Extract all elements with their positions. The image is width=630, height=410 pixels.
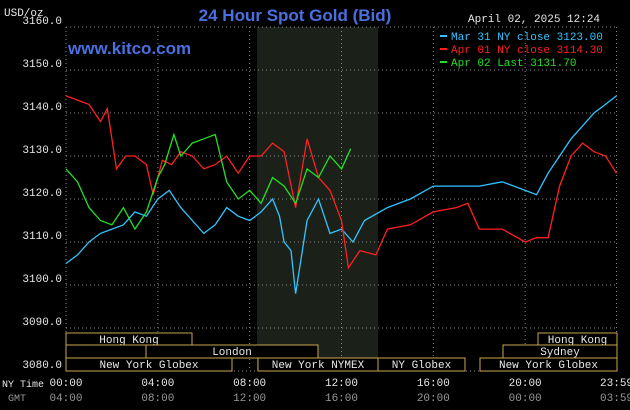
chart-title: 24 Hour Spot Gold (Bid) — [199, 6, 392, 25]
x-tick-label: 12:00 — [325, 378, 358, 390]
session-label: Hong Kong — [548, 335, 607, 347]
session-label: New York NYMEX — [272, 360, 365, 372]
y-tick-label: 3090.0 — [22, 317, 62, 329]
x2-tick-label: 03:59 — [600, 393, 630, 405]
y-tick-label: 3140.0 — [22, 102, 62, 114]
x2-tick-label: 16:00 — [325, 393, 358, 405]
session-label: New York Globex — [99, 360, 198, 372]
y-tick-label: 3110.0 — [22, 231, 62, 243]
x2-tick-label: 00:00 — [509, 393, 542, 405]
x-tick-label: 04:00 — [141, 378, 174, 390]
x-tick-label: 23:59 — [600, 378, 630, 390]
session-shade — [257, 27, 378, 371]
x2-tick-label: 20:00 — [417, 393, 450, 405]
legend-label: Apr 01 NY close 3114.30 — [451, 45, 603, 57]
y-tick-label: 3120.0 — [22, 188, 62, 200]
x-tick-label: 20:00 — [509, 378, 542, 390]
series-line — [65, 95, 617, 294]
x2-tick-label: 12:00 — [233, 393, 266, 405]
x2-tick-label: 04:00 — [49, 393, 82, 405]
legend-label: Mar 31 NY close 3123.00 — [451, 32, 603, 44]
y-tick-label: 3080.0 — [22, 360, 62, 372]
y-axis-label: USD/oz — [4, 8, 44, 20]
y-tick-label: 3160.0 — [22, 16, 62, 28]
session-box — [65, 357, 233, 372]
subtitle: www.kitco.com — [67, 39, 191, 58]
x-tick-label: 00:00 — [49, 378, 82, 390]
x-axis-label: NY Time — [2, 379, 44, 391]
x2-axis-label: GMT — [8, 394, 26, 405]
legend-label: Apr 02 Last 3131.70 — [451, 58, 576, 70]
series-line — [65, 132, 352, 231]
x2-tick-label: 08:00 — [141, 393, 174, 405]
session-label: New York Globex — [499, 360, 598, 372]
session-label: Sydney — [540, 347, 580, 359]
y-tick-label: 3130.0 — [22, 145, 62, 157]
session-box — [479, 357, 618, 372]
x-tick-label: 16:00 — [417, 378, 450, 390]
session-label: Hong Kong — [99, 335, 158, 347]
y-tick-label: 3100.0 — [22, 274, 62, 286]
timestamp: April 02, 2025 12:24 — [468, 14, 600, 26]
session-box — [65, 344, 147, 359]
session-box — [377, 357, 466, 372]
y-tick-label: 3150.0 — [22, 59, 62, 71]
session-label: NY Globex — [392, 360, 452, 372]
x-tick-label: 08:00 — [233, 378, 266, 390]
session-label: London — [212, 347, 252, 359]
series-line — [65, 95, 618, 270]
